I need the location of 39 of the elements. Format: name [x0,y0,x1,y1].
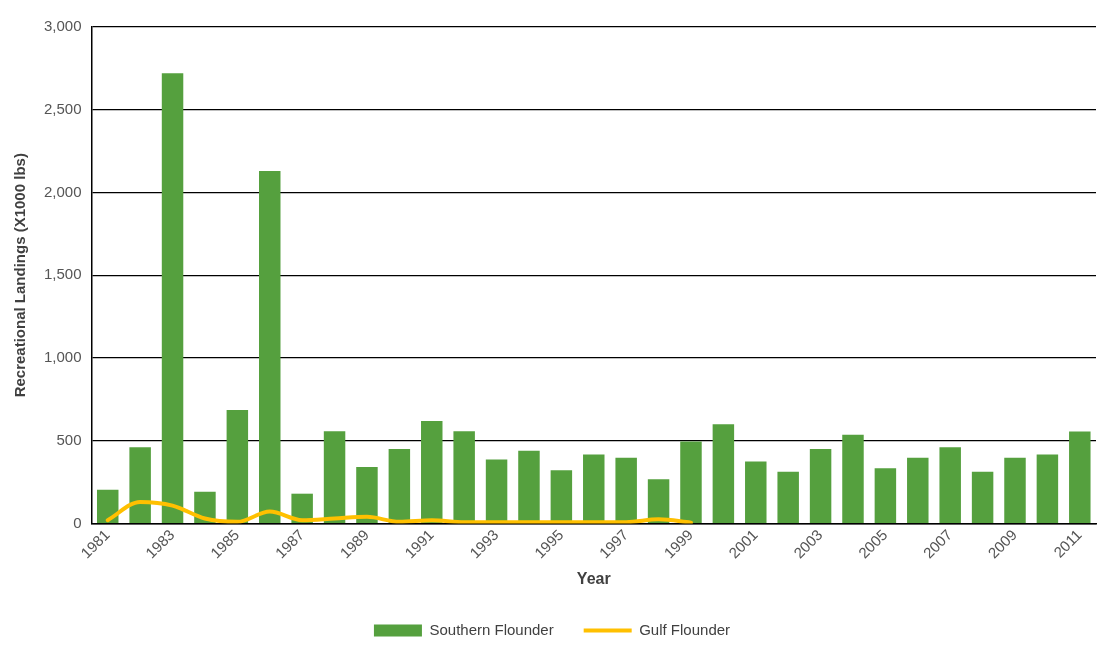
bar [874,468,897,523]
bar [809,449,832,523]
line-series [105,499,693,524]
bar [550,470,573,523]
y-axis-title: Recreational Landings (X1000 lbs) [11,153,29,398]
bar [485,459,508,523]
y-tick-label: 2,500 [43,99,82,117]
bar [226,409,249,523]
bar [615,457,637,523]
bar [712,424,735,523]
bar [680,441,702,523]
bar [1004,457,1026,523]
bar [939,447,961,523]
bar [907,457,929,523]
legend-label: Southern Flounder [429,620,554,638]
bar [388,449,411,523]
bar [842,434,864,523]
bar [421,421,443,523]
bar [971,471,994,523]
bar [583,454,605,523]
bar [259,170,281,523]
y-tick-label: 2,000 [43,182,82,200]
y-tick-label: 1,000 [43,348,82,366]
legend-label: Gulf Flounder [639,620,731,638]
bar [745,461,767,523]
bar [453,431,475,523]
bar [356,466,378,523]
y-tick-label: 0 [73,513,82,531]
bar [777,471,799,523]
y-tick-label: 3,000 [43,17,82,35]
bar [1069,431,1091,523]
bar [518,450,540,523]
y-tick-label: 1,500 [43,265,82,283]
bar [323,431,346,523]
y-tick-label: 500 [56,430,82,448]
x-axis-title: Year [576,569,611,587]
bar [161,73,184,523]
bar [1036,454,1059,523]
bar [129,447,151,523]
